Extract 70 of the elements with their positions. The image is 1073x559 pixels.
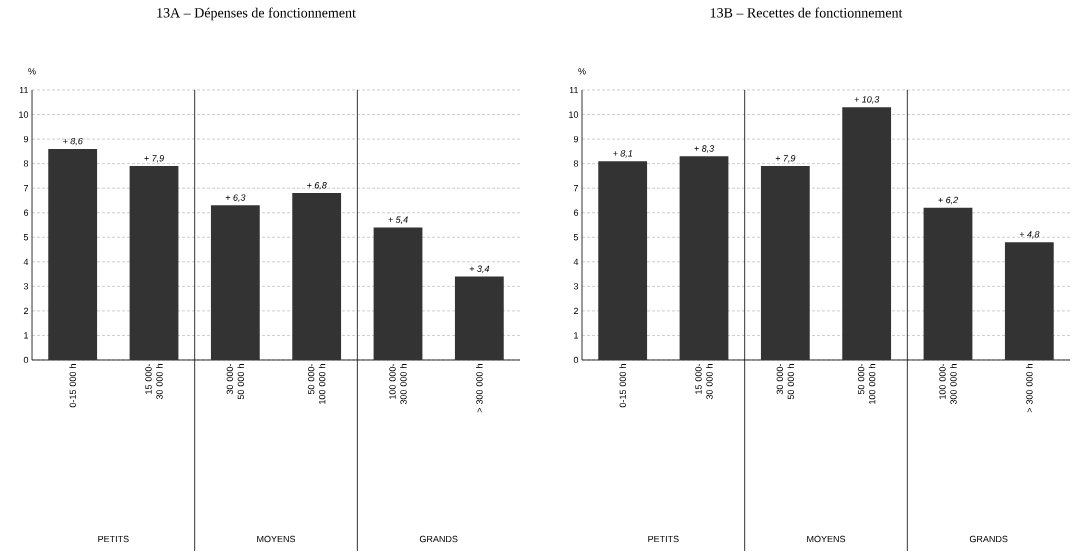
bar — [129, 166, 179, 360]
bar — [679, 156, 729, 360]
x-tick-label: 0-15 000 h — [619, 364, 626, 408]
data-label: + 4,8 — [1019, 231, 1040, 239]
y-tick-label: 9 — [23, 135, 29, 143]
data-label: + 8,3 — [694, 145, 715, 153]
x-tick-label: > 300 000 h — [476, 364, 483, 413]
y-tick-label: 8 — [573, 160, 579, 167]
y-tick-label: 10 — [569, 111, 579, 118]
y-tick-label: 1 — [574, 332, 579, 339]
y-axis-title: % — [578, 68, 586, 75]
y-tick-label: 2 — [573, 307, 579, 315]
data-label: + 7,9 — [144, 155, 164, 163]
text: GRANDS — [969, 535, 1008, 543]
x-tick-label: 0-15 000 h — [69, 364, 76, 408]
y-tick-label: 4 — [23, 258, 29, 265]
y-tick-label: 10 — [19, 111, 29, 118]
y-tick-label: 5 — [573, 234, 579, 241]
data-label: + 6,3 — [225, 194, 246, 202]
x-tick-label: 100 000-300 000 h — [939, 363, 957, 405]
chart-title: 13A – Dépenses de fonctionnement — [157, 7, 356, 21]
text: MOYENS — [257, 535, 296, 543]
bar — [373, 227, 423, 360]
bar — [760, 166, 810, 360]
x-tick-label: 30 000-50 000 h — [226, 363, 245, 400]
x-tick-label: 50 000-100 000 h — [307, 363, 326, 404]
y-tick-label: 1 — [24, 332, 29, 339]
y-tick-label: 7 — [23, 185, 29, 192]
bar — [923, 207, 973, 360]
y-tick-label: 6 — [23, 209, 29, 216]
x-tick-label: 50 000-100 000 h — [857, 363, 876, 404]
data-label: + 6,2 — [938, 196, 958, 205]
y-tick-label: 9 — [573, 135, 579, 143]
y-tick-label: 2 — [23, 307, 29, 315]
y-tick-label: 0 — [573, 356, 579, 364]
data-label: + 8,6 — [63, 137, 83, 146]
bar — [598, 161, 648, 360]
x-tick-label: 15 000-30 000 h — [145, 363, 163, 400]
y-tick-label: 6 — [573, 209, 579, 216]
y-tick-label: 5 — [23, 234, 29, 241]
data-label: + 5,4 — [388, 216, 408, 224]
bar — [842, 107, 892, 360]
bar — [48, 148, 98, 360]
text: MOYENS — [807, 535, 846, 543]
text: PETITS — [648, 535, 679, 543]
data-label: + 8,1 — [613, 150, 633, 158]
data-label: + 3,4 — [469, 265, 490, 273]
text: PETITS — [98, 535, 129, 543]
bar — [454, 276, 504, 360]
chart-title: 13B – Recettes de fonctionnement — [710, 7, 903, 18]
data-label: + 6,8 — [307, 182, 327, 190]
y-tick-label: 0 — [23, 356, 29, 364]
y-tick-label: 11 — [569, 86, 579, 94]
x-tick-label: > 300 000 h — [1026, 364, 1033, 413]
y-tick-label: 7 — [573, 185, 579, 192]
bar — [210, 205, 260, 360]
y-tick-label: 4 — [573, 258, 579, 265]
y-axis-title: % — [28, 68, 36, 75]
y-tick-label: 11 — [19, 86, 29, 94]
data-label: + 7,9 — [775, 155, 796, 163]
y-tick-label: 3 — [23, 283, 29, 290]
bar — [292, 193, 342, 360]
bar — [1004, 242, 1054, 360]
data-label: + 10,3 — [854, 96, 880, 104]
y-tick-label: 8 — [23, 160, 29, 167]
x-tick-label: 30 000-50 000 h — [776, 363, 795, 400]
x-tick-label: 15 000-30 000 h — [695, 363, 713, 400]
y-tick-label: 3 — [573, 283, 579, 290]
x-tick-label: 100 000-300 000 h — [389, 363, 407, 405]
text: GRANDS — [419, 535, 458, 543]
